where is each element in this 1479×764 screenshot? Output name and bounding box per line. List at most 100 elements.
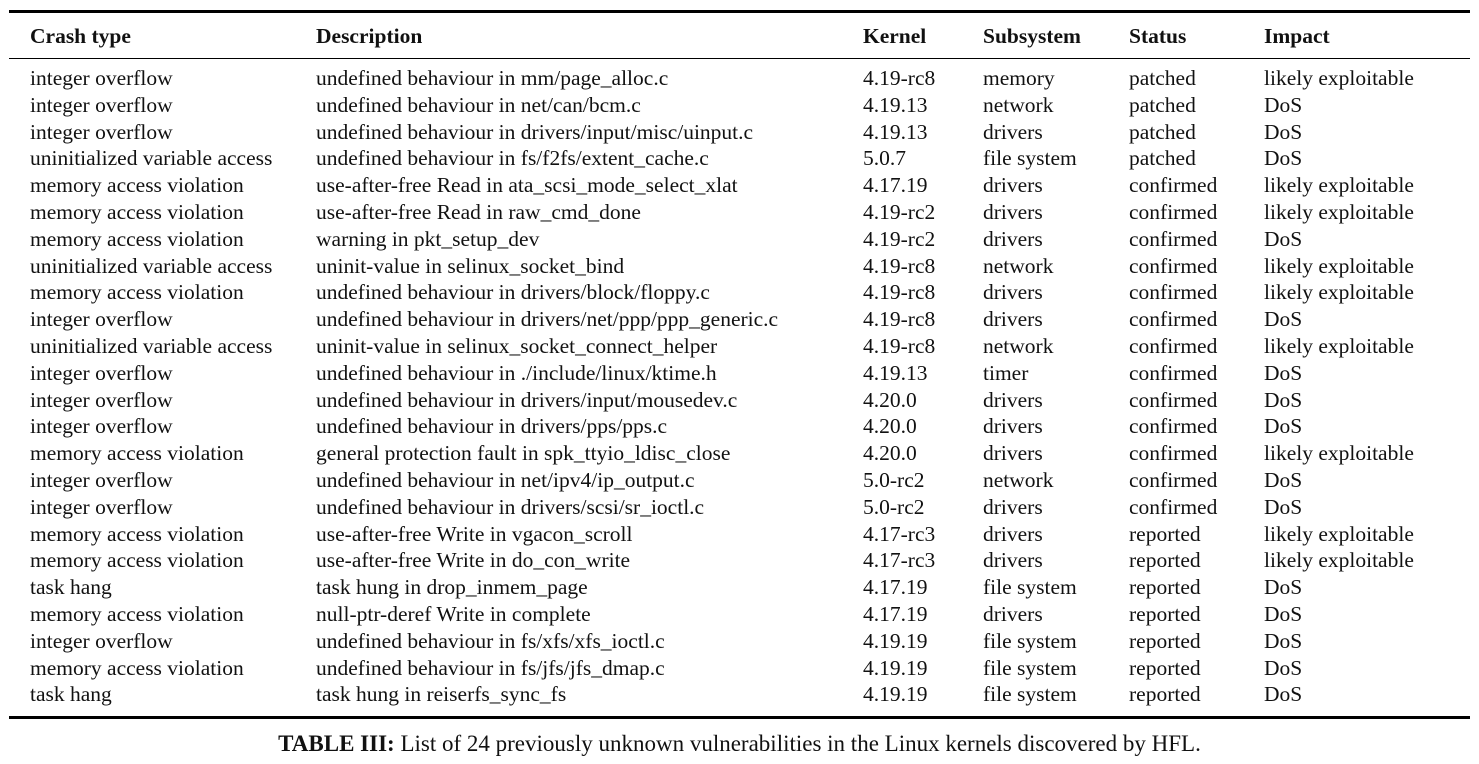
subsystem-cell: drivers	[983, 280, 1043, 305]
table-row: integer overflow undefined behaviour in .…	[9, 360, 1470, 387]
status-cell: confirmed	[1129, 333, 1218, 358]
status-cell: reported	[1129, 628, 1201, 653]
crash-type-cell: integer overflow	[30, 414, 173, 439]
description-cell: warning in pkt_setup_dev	[316, 226, 540, 251]
kernel-cell: 4.19-rc8	[863, 66, 936, 90]
impact-cell: likely exploitable	[1264, 333, 1414, 358]
table-row: integer overflow undefined behaviour in n…	[9, 467, 1470, 494]
impact-cell: likely exploitable	[1264, 199, 1414, 224]
subsystem-cell: file system	[983, 655, 1077, 680]
kernel-cell: 4.19.13	[863, 119, 928, 144]
kernel-cell: 4.19.19	[863, 655, 928, 680]
vulnerability-table-container: Crash type Description Kernel Subsystem …	[9, 10, 1470, 720]
kernel-cell: 4.17-rc3	[863, 521, 936, 546]
status-cell: confirmed	[1129, 253, 1218, 278]
description-cell: undefined behaviour in drivers/scsi/sr_i…	[316, 494, 705, 519]
table-row: memory access violation use-after-free Re…	[9, 172, 1470, 199]
impact-cell: DoS	[1264, 414, 1303, 439]
crash-type-cell: integer overflow	[30, 66, 173, 90]
status-cell: patched	[1129, 119, 1196, 144]
status-cell: patched	[1129, 92, 1196, 117]
subsystem-cell: drivers	[983, 307, 1043, 332]
impact-cell: DoS	[1264, 682, 1303, 707]
crash-type-cell: integer overflow	[30, 494, 173, 519]
crash-type-cell: uninitialized variable access	[30, 253, 273, 278]
impact-cell: likely exploitable	[1264, 441, 1414, 466]
impact-cell: DoS	[1264, 360, 1303, 385]
impact-cell: likely exploitable	[1264, 253, 1414, 278]
crash-type-cell: memory access violation	[30, 655, 244, 680]
status-cell: confirmed	[1129, 280, 1218, 305]
description-cell: undefined behaviour in net/ipv4/ip_outpu…	[316, 467, 695, 492]
header-crash-type: Crash type	[30, 24, 131, 48]
description-cell: undefined behaviour in fs/f2fs/extent_ca…	[316, 146, 709, 171]
status-cell: reported	[1129, 655, 1201, 680]
table-row: memory access violation general protectio…	[9, 440, 1470, 467]
crash-type-cell: integer overflow	[30, 467, 173, 492]
status-cell: confirmed	[1129, 226, 1218, 251]
table-row: integer overflow undefined behaviour in d…	[9, 119, 1470, 146]
subsystem-cell: network	[983, 333, 1054, 358]
description-cell: undefined behaviour in drivers/net/ppp/p…	[316, 307, 779, 332]
crash-type-cell: task hang	[30, 575, 112, 600]
description-cell: undefined behaviour in drivers/input/mou…	[316, 387, 738, 412]
table-row: integer overflow undefined behaviour in d…	[9, 387, 1470, 414]
subsystem-cell: timer	[983, 360, 1029, 385]
description-cell: undefined behaviour in net/can/bcm.c	[316, 92, 641, 117]
subsystem-cell: network	[983, 253, 1054, 278]
table-row: memory access violation undefined behavio…	[9, 655, 1470, 682]
table-row: memory access violation use-after-free Wr…	[9, 547, 1470, 574]
table-row: integer overflow undefined behaviour in m…	[9, 59, 1470, 92]
table-row: memory access violation use-after-free Wr…	[9, 521, 1470, 548]
status-cell: confirmed	[1129, 414, 1218, 439]
kernel-cell: 4.19.19	[863, 628, 928, 653]
impact-cell: likely exploitable	[1264, 548, 1414, 573]
table-row: task hang task hung in reiserfs_sync_fs 4.…	[9, 681, 1470, 708]
impact-cell: likely exploitable	[1264, 521, 1414, 546]
kernel-cell: 4.19.13	[863, 92, 928, 117]
kernel-cell: 4.20.0	[863, 414, 917, 439]
vulnerability-table-body: integer overflow undefined behaviour in m…	[9, 59, 1470, 708]
crash-type-cell: memory access violation	[30, 199, 244, 224]
kernel-cell: 4.19-rc8	[863, 333, 936, 358]
subsystem-cell: network	[983, 467, 1054, 492]
table-row: integer overflow undefined behaviour in d…	[9, 306, 1470, 333]
description-cell: use-after-free Write in do_con_write	[316, 548, 631, 573]
kernel-cell: 5.0-rc2	[863, 494, 925, 519]
impact-cell: DoS	[1264, 92, 1303, 117]
description-cell: undefined behaviour in mm/page_alloc.c	[316, 66, 669, 90]
table-row: integer overflow undefined behaviour in f…	[9, 628, 1470, 655]
status-cell: reported	[1129, 548, 1201, 573]
subsystem-cell: drivers	[983, 226, 1043, 251]
table-row: uninitialized variable access undefined b…	[9, 145, 1470, 172]
crash-type-cell: memory access violation	[30, 521, 244, 546]
impact-cell: DoS	[1264, 119, 1303, 144]
subsystem-cell: network	[983, 92, 1054, 117]
subsystem-cell: drivers	[983, 387, 1043, 412]
status-cell: confirmed	[1129, 199, 1218, 224]
table-top-rule	[9, 10, 1470, 13]
impact-cell: likely exploitable	[1264, 280, 1414, 305]
crash-type-cell: integer overflow	[30, 360, 173, 385]
impact-cell: likely exploitable	[1264, 66, 1414, 90]
subsystem-cell: drivers	[983, 173, 1043, 198]
table-caption: TABLE III: List of 24 previously unknown…	[0, 729, 1479, 759]
crash-type-cell: uninitialized variable access	[30, 146, 273, 171]
crash-type-cell: integer overflow	[30, 119, 173, 144]
crash-type-cell: integer overflow	[30, 92, 173, 117]
kernel-cell: 4.17.19	[863, 575, 928, 600]
status-cell: reported	[1129, 521, 1201, 546]
impact-cell: DoS	[1264, 467, 1303, 492]
table-row: integer overflow undefined behaviour in d…	[9, 494, 1470, 521]
subsystem-cell: drivers	[983, 441, 1043, 466]
crash-type-cell: memory access violation	[30, 441, 244, 466]
description-cell: task hung in reiserfs_sync_fs	[316, 682, 567, 707]
status-cell: confirmed	[1129, 387, 1218, 412]
description-cell: uninit-value in selinux_socket_connect_h…	[316, 333, 718, 358]
table-row: integer overflow undefined behaviour in n…	[9, 92, 1470, 119]
table-row: memory access violation undefined behavio…	[9, 279, 1470, 306]
header-description: Description	[316, 24, 423, 48]
crash-type-cell: integer overflow	[30, 628, 173, 653]
crash-type-cell: integer overflow	[30, 387, 173, 412]
subsystem-cell: drivers	[983, 119, 1043, 144]
